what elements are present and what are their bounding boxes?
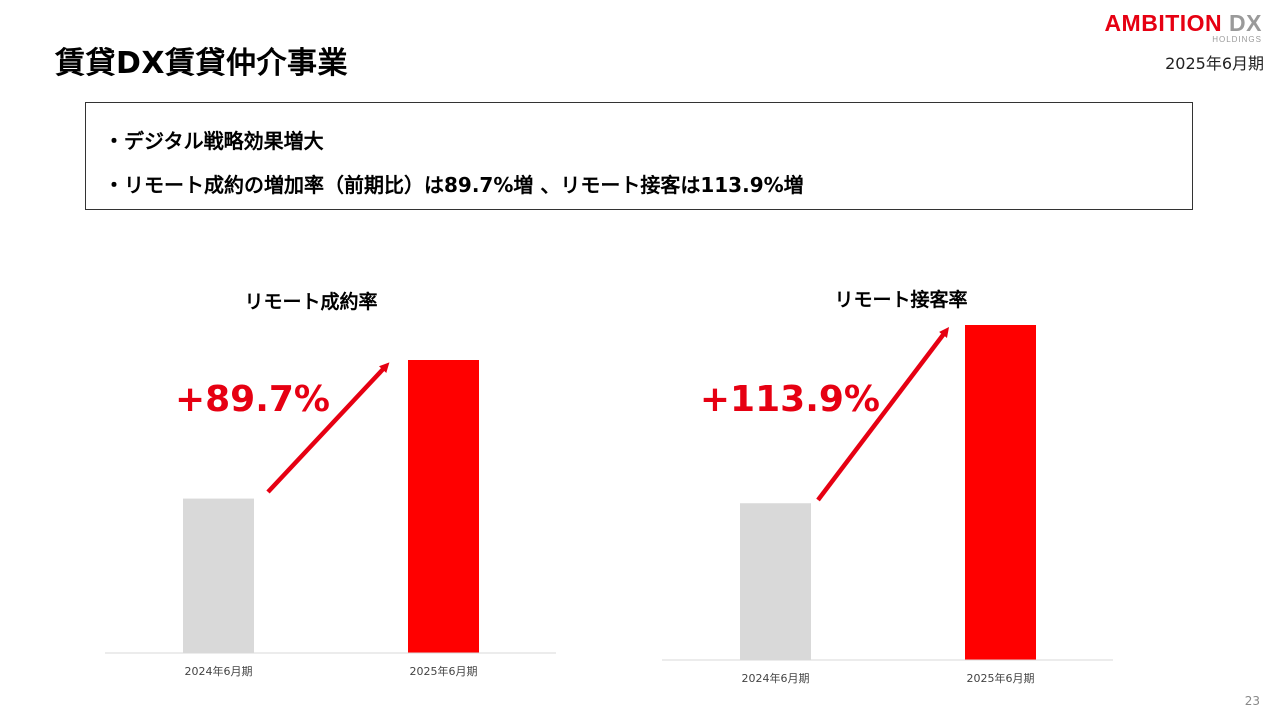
bullet-2: ・リモート成約の増加率（前期比）は89.7%増 、リモート接客は113.9%増 [104, 173, 804, 197]
page-number: 23 [1244, 694, 1260, 708]
page-title: 賃貸DX賃貸仲介事業 [55, 46, 349, 81]
bar-1-1 [183, 498, 254, 653]
growth-label-1: +89.7% [175, 379, 330, 420]
logo-dx-text: DX [1229, 10, 1262, 36]
bullet-1: ・デジタル戦略効果増大 [104, 129, 324, 153]
bar-2-1 [740, 503, 811, 660]
tick-label-2-1: 2024年6月期 [742, 671, 810, 685]
growth-arrow-2 [816, 327, 950, 502]
bar-1-2 [408, 360, 479, 653]
logo-main-text: AMBITION [1104, 10, 1223, 36]
summary-box: ・デジタル戦略効果増大 ・リモート成約の増加率（前期比）は89.7%増 、リモー… [85, 102, 1193, 210]
tick-label-2-2: 2025年6月期 [967, 671, 1035, 685]
company-logo: AMBITION DX HOLDINGS [1104, 10, 1262, 44]
tick-label-1-2: 2025年6月期 [410, 664, 478, 678]
chart-title-2: リモート接客率 [834, 288, 967, 311]
growth-label-2: +113.9% [700, 379, 880, 420]
growth-arrow-1 [266, 362, 390, 494]
chart-title-1: リモート成約率 [244, 290, 377, 313]
logo-sub-text: HOLDINGS [1212, 35, 1262, 44]
bar-2-2 [965, 325, 1036, 660]
fiscal-period: 2025年6月期 [1165, 54, 1264, 73]
tick-label-1-1: 2024年6月期 [185, 664, 253, 678]
